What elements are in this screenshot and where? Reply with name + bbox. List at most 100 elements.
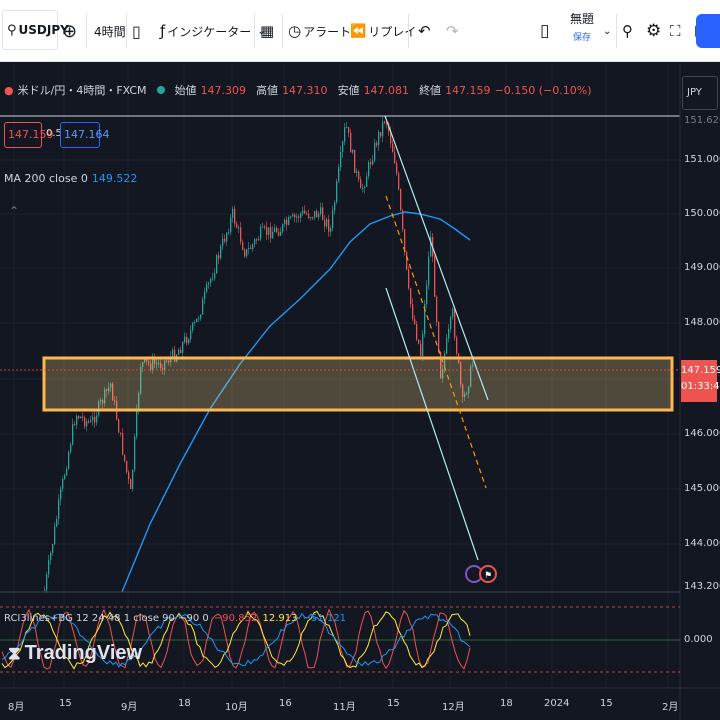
layout-toggle-button[interactable]: ▯ (540, 0, 549, 62)
candle-body (370, 162, 372, 165)
candle-body (164, 360, 166, 370)
price-tick: 146.000 (684, 428, 720, 439)
candle-body (318, 213, 320, 218)
candle-body (192, 322, 194, 331)
rci-label: RCI3lines+BG 12 24 48 1 close 90 −90 0 (4, 613, 209, 624)
candle-body (196, 318, 198, 323)
divider (408, 14, 409, 48)
candle-body (400, 189, 402, 211)
candle-body (350, 132, 352, 153)
symbol-search-button[interactable]: ⚲ USDJPY (2, 10, 69, 50)
plus-circle-icon: ⊕ (62, 20, 78, 42)
rewind-icon: ⏪ (350, 23, 367, 39)
rci-lines (1, 608, 471, 670)
currency-selector[interactable]: JPY (682, 76, 718, 110)
candle-body (284, 219, 286, 224)
candle-body (412, 304, 414, 319)
candle-body (124, 454, 126, 461)
candle-body (314, 210, 316, 218)
undo-button[interactable]: ↶ (418, 0, 431, 62)
candle-body (398, 173, 400, 190)
interval-button[interactable]: 4時間 (94, 0, 126, 62)
candle-body (134, 436, 136, 470)
rci-value-short: −90.852 (213, 613, 258, 624)
candle-body (264, 226, 266, 228)
candle-body (180, 349, 182, 353)
candle-body (122, 433, 124, 455)
candle-body (98, 401, 100, 416)
candle-body (446, 338, 448, 354)
quick-search-button[interactable]: ⚲ (622, 0, 633, 62)
symbol-title[interactable]: 米ドル/円・4時間・FXCM (17, 84, 147, 97)
close-label: 終値 (419, 84, 442, 97)
buy-button[interactable]: 147.164 (60, 122, 110, 148)
redo-button[interactable]: ↷ (446, 0, 459, 62)
price-tick: 149.000 (684, 262, 720, 273)
rci-legend[interactable]: RCI3lines+BG 12 24 48 1 close 90 −90 0 −… (4, 613, 346, 624)
undo-icon: ↶ (418, 22, 431, 40)
candle-body (146, 358, 148, 362)
price-tick: 145.000 (684, 483, 720, 494)
candle-body (428, 256, 430, 286)
high-value: 147.310 (282, 83, 328, 97)
candle-body (246, 249, 248, 257)
candle-body (54, 526, 56, 545)
candle-body (310, 217, 312, 219)
candle-body (178, 349, 180, 355)
time-tick: 2024 (544, 698, 570, 709)
sell-button[interactable]: 147.159 (4, 122, 54, 148)
rci-mid-line (1, 610, 471, 670)
candle-body (320, 207, 322, 214)
candle-body (346, 127, 348, 129)
candle-body (92, 416, 94, 421)
settings-button[interactable]: ⚙ (646, 0, 661, 62)
candle-body (224, 238, 226, 242)
candle-body (316, 210, 318, 218)
candle-body (74, 424, 76, 426)
redo-icon: ↷ (446, 22, 459, 40)
candle-body (342, 141, 344, 153)
candle-body (78, 416, 80, 419)
publish-button[interactable] (696, 14, 720, 48)
chart-legend: ● 米ドル/円・4時間・FXCM 始値 147.309 高値 147.310 安値 1… (4, 82, 592, 98)
candle-body (144, 358, 146, 363)
candle-body (156, 363, 158, 365)
candle-body (468, 386, 470, 394)
candle-body (386, 122, 388, 124)
time-tick: 12月 (442, 702, 465, 713)
ma-legend[interactable]: MA 200 close 0 149.522 (4, 172, 137, 185)
candle-body (438, 322, 440, 352)
candle-body (106, 389, 108, 392)
time-tick: 8月 (8, 702, 25, 713)
price-tick: 144.000 (684, 538, 720, 549)
candle-body (226, 232, 228, 242)
candle-body (110, 383, 112, 388)
collapse-legend-icon[interactable]: ⌃ (8, 204, 20, 218)
current-price-label: 147.159 01:33:41 (681, 360, 720, 402)
candle-body (186, 336, 188, 344)
event-flags-marker: ⚑ (465, 565, 497, 583)
alert-button[interactable]: ◷ アラート (288, 0, 351, 62)
candle-body (326, 219, 328, 227)
indicators-button[interactable]: ƒ インジケーター ⌄ (160, 0, 266, 62)
fullscreen-button[interactable]: ⛶ (670, 0, 681, 62)
save-button[interactable]: 無題 保存 (568, 10, 596, 43)
save-menu-button[interactable]: ⌄ (603, 0, 611, 62)
candle-body (56, 518, 58, 527)
candle-body (216, 255, 218, 274)
candle-body (254, 239, 256, 245)
candle-body (358, 171, 360, 180)
candle-body (462, 384, 464, 398)
spread-value: 0.5 (46, 128, 62, 139)
candle-body (166, 360, 168, 362)
chart-type-button[interactable]: ▯ (132, 0, 141, 62)
layout-button[interactable]: ▦ (260, 0, 274, 62)
candle-body (288, 217, 290, 225)
replay-button[interactable]: ⏪ リプレイ (350, 0, 416, 62)
trendline-lower (385, 287, 479, 561)
candle-body (340, 152, 342, 168)
candle-body (228, 232, 230, 234)
add-symbol-button[interactable]: ⊕ (62, 0, 77, 62)
price-chart[interactable]: ⚑ (0, 64, 720, 720)
chart-panel[interactable]: ⚑ ● 米ドル/円・4時間・FXCM 始値 147.309 高値 147.310 安… (0, 64, 720, 720)
